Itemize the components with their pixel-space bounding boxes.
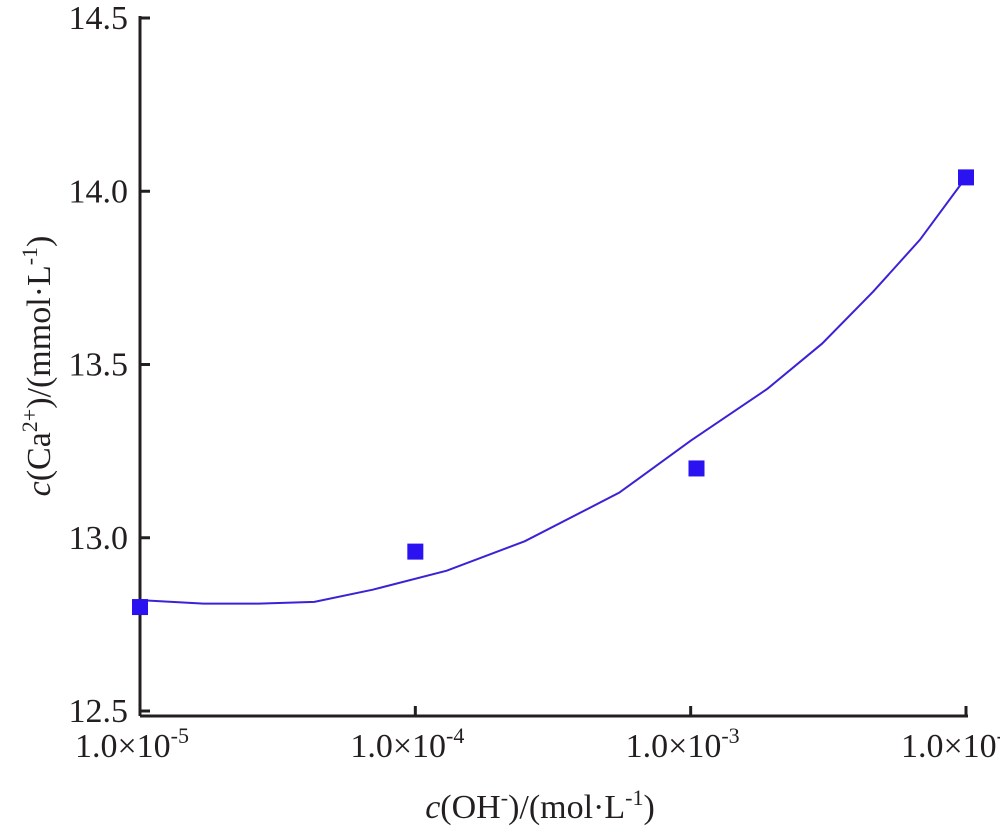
x-title-sup2: -1 (625, 785, 643, 810)
x-title-part1: (OH (440, 789, 500, 826)
y-ticks: 12.5 13.0 13.5 14.0 14.5 (69, 0, 150, 730)
y-axis-title: c(Ca2+)/(mmol·L-1) (17, 236, 58, 497)
y-title-sup1: 2+ (17, 409, 42, 432)
plot-layer (132, 169, 974, 616)
y-title-part2: )/(mmol·L (21, 265, 58, 409)
y-tick-label: 14.5 (69, 0, 129, 37)
x-tick-label: 1.0×10-2 (901, 723, 1000, 765)
y-tick-label: 12.5 (69, 693, 129, 730)
y-title-part1: (Ca (21, 432, 58, 481)
x-tick-mantissa: 1.0×10 (901, 728, 997, 765)
data-point (688, 460, 705, 477)
x-title-sup1: - (501, 785, 508, 810)
x-axis-title: c(OH-)/(mol·L-1) (425, 785, 655, 826)
x-tick-mantissa: 1.0×10 (75, 728, 171, 765)
x-tick-exponent: -3 (721, 723, 739, 748)
x-tick-exponent: -5 (171, 723, 189, 748)
x-tick-mantissa: 1.0×10 (350, 728, 446, 765)
x-tick-label: 1.0×10-3 (626, 723, 740, 765)
x-title-part2: )/(mol·L (508, 789, 625, 826)
y-title-italic: c (21, 481, 58, 496)
y-tick-label: 13.0 (69, 520, 129, 557)
x-ticks: 1.0×10-51.0×10-41.0×10-31.0×10-2 (75, 706, 1000, 765)
fit-curve (139, 176, 967, 605)
x-tick-exponent: -4 (446, 723, 464, 748)
x-tick-mantissa: 1.0×10 (626, 728, 722, 765)
y-title-sup2: -1 (17, 247, 42, 265)
y-tick-label: 13.5 (69, 347, 129, 384)
y-title-part3: ) (21, 236, 58, 247)
data-point (407, 543, 424, 560)
x-tick-exponent: -2 (997, 723, 1000, 748)
data-point (958, 169, 974, 186)
x-tick-label: 1.0×10-5 (75, 723, 189, 765)
y-tick-label: 14.0 (69, 173, 129, 210)
x-title-part3: ) (643, 789, 654, 826)
data-point (132, 599, 148, 616)
x-title-italic: c (425, 789, 440, 826)
x-tick-label: 1.0×10-4 (350, 723, 464, 765)
